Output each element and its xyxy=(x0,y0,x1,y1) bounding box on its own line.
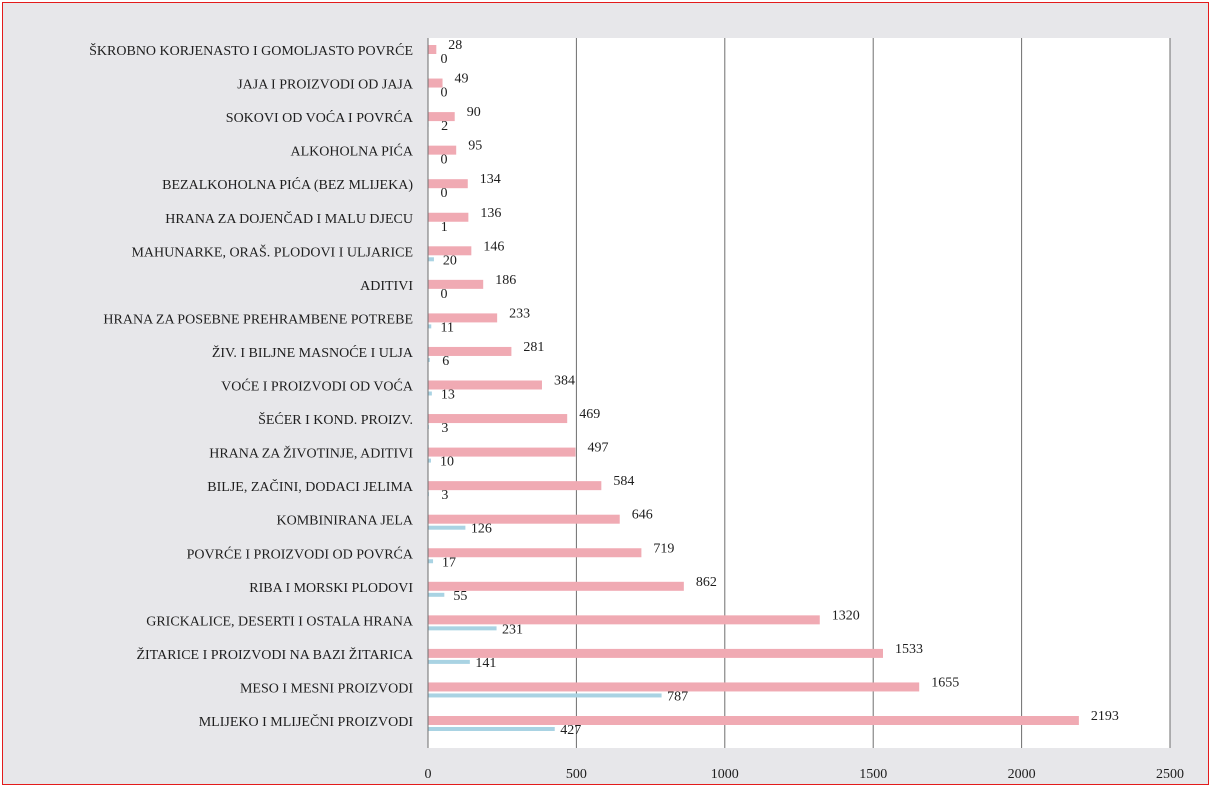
category-label: MAHUNARKE, ORAŠ. PLODOVI I ULJARICE xyxy=(131,243,413,260)
x-tick-label: 1500 xyxy=(859,767,887,782)
bar-series-2 xyxy=(428,593,444,597)
bar-series-2 xyxy=(428,626,497,630)
data-label-series-1: 90 xyxy=(467,105,481,120)
data-label-series-1: 2193 xyxy=(1091,709,1119,724)
data-label-series-2: 0 xyxy=(441,52,448,67)
data-label-series-2: 11 xyxy=(441,320,454,335)
category-label: HRANA ZA POSEBNE PREHRAMBENE POTREBE xyxy=(103,312,413,327)
bar-series-2 xyxy=(428,526,465,530)
data-label-series-2: 1 xyxy=(441,220,448,235)
data-label-series-1: 469 xyxy=(579,407,600,422)
x-tick-labels: 0 500 1000 1500 2000 2500 xyxy=(425,767,1185,782)
data-label-series-1: 49 xyxy=(455,72,469,87)
bar-series-1 xyxy=(428,515,620,524)
data-label-series-1: 719 xyxy=(653,541,674,556)
bar-series-2 xyxy=(428,660,470,664)
data-label-series-1: 134 xyxy=(480,172,501,187)
data-label-series-1: 136 xyxy=(480,206,501,221)
category-label: ŠEĆER I KOND. PROIZV. xyxy=(258,411,413,428)
category-label: ŠKROBNO KORJENASTO I GOMOLJASTO POVRĆE xyxy=(89,42,413,59)
data-label-series-2: 17 xyxy=(442,555,456,570)
data-label-series-1: 497 xyxy=(588,441,609,456)
data-label-series-2: 0 xyxy=(441,86,448,101)
bar-series-1 xyxy=(428,313,497,322)
bar-series-2 xyxy=(428,693,662,697)
data-label-series-2: 2 xyxy=(441,119,448,134)
category-label: KOMBINIRANA JELA xyxy=(277,514,414,529)
category-label: ŽITARICE I PROIZVODI NA BAZI ŽITARICA xyxy=(136,646,413,663)
category-label: GRICKALICE, DESERTI I OSTALA HRANA xyxy=(146,614,414,629)
chart-svg: 2804909029501340136114620186023311281638… xyxy=(3,3,1210,786)
data-label-series-1: 28 xyxy=(448,38,462,53)
x-tick-label: 2000 xyxy=(1008,767,1036,782)
data-label-series-1: 1533 xyxy=(895,642,923,657)
data-label-series-1: 646 xyxy=(632,508,653,523)
data-label-series-1: 1320 xyxy=(832,608,860,623)
bar-series-2 xyxy=(428,257,434,261)
data-label-series-1: 1655 xyxy=(931,675,959,690)
bar-series-1 xyxy=(428,213,468,222)
bar-series-1 xyxy=(428,45,436,54)
x-tick-label: 500 xyxy=(566,767,587,782)
data-label-series-1: 233 xyxy=(509,306,530,321)
data-label-series-1: 862 xyxy=(696,575,717,590)
category-label: ŽIV. I BILJNE MASNOĆE I ULJA xyxy=(212,344,414,361)
category-label: HRANA ZA ŽIVOTINJE, ADITIVI xyxy=(209,445,413,462)
data-label-series-2: 0 xyxy=(441,153,448,168)
category-label: VOĆE I PROIZVODI OD VOĆA xyxy=(221,378,414,395)
data-label-series-2: 787 xyxy=(667,689,688,704)
bar-series-1 xyxy=(428,280,483,289)
data-label-series-2: 6 xyxy=(442,354,449,369)
category-label: RIBA I MORSKI PLODOVI xyxy=(249,581,413,596)
data-label-series-1: 186 xyxy=(495,273,516,288)
bar-series-2 xyxy=(428,559,433,563)
category-label: BILJE, ZAČINI, DODACI JELIMA xyxy=(207,478,414,495)
bar-series-2 xyxy=(428,727,555,731)
data-label-series-2: 20 xyxy=(443,253,457,268)
data-label-series-2: 10 xyxy=(440,455,454,470)
category-labels: ŠKROBNO KORJENASTO I GOMOLJASTO POVRĆE JA… xyxy=(89,42,414,730)
bar-series-2 xyxy=(428,392,432,396)
data-label-series-1: 281 xyxy=(523,340,544,355)
category-label: MLIJEKO I MLIJEČNI PROIZVODI xyxy=(199,713,414,730)
plot-area xyxy=(428,38,1170,748)
bar-series-1 xyxy=(428,716,1079,725)
category-label: MESO I MESNI PROIZVODI xyxy=(240,681,413,696)
data-label-series-1: 584 xyxy=(613,474,634,489)
x-tick-label: 2500 xyxy=(1156,767,1184,782)
category-label: ADITIVI xyxy=(360,279,413,294)
x-tick-label: 1000 xyxy=(711,767,739,782)
data-label-series-2: 231 xyxy=(502,622,523,637)
category-label: BEZALKOHOLNA PIĆA (BEZ MLIJEKA) xyxy=(162,176,413,193)
data-label-series-2: 3 xyxy=(441,421,448,436)
data-label-series-2: 0 xyxy=(441,186,448,201)
category-label: ALKOHOLNA PIĆA xyxy=(291,143,414,160)
bar-series-1 xyxy=(428,414,567,423)
bar-series-1 xyxy=(428,347,511,356)
data-label-series-2: 0 xyxy=(441,287,448,302)
bar-series-1 xyxy=(428,481,601,490)
bar-series-1 xyxy=(428,179,468,188)
data-label-series-1: 384 xyxy=(554,374,575,389)
bar-series-1 xyxy=(428,548,641,557)
x-tick-label: 0 xyxy=(425,767,432,782)
data-label-series-1: 95 xyxy=(468,139,482,154)
data-label-series-2: 427 xyxy=(560,723,581,738)
data-label-series-2: 13 xyxy=(441,388,455,403)
category-label: POVRĆE I PROIZVODI OD POVRĆA xyxy=(187,545,414,562)
category-label: SOKOVI OD VOĆA I POVRĆA xyxy=(226,109,414,126)
data-label-series-2: 55 xyxy=(453,589,467,604)
data-label-series-2: 126 xyxy=(471,522,492,537)
category-label: JAJA I PROIZVODI OD JAJA xyxy=(237,78,414,93)
data-label-series-2: 3 xyxy=(441,488,448,503)
bar-series-1 xyxy=(428,615,820,624)
data-label-series-2: 141 xyxy=(475,656,496,671)
data-label-series-1: 146 xyxy=(483,239,504,254)
category-label: HRANA ZA DOJENČAD I MALU DJECU xyxy=(165,210,413,227)
